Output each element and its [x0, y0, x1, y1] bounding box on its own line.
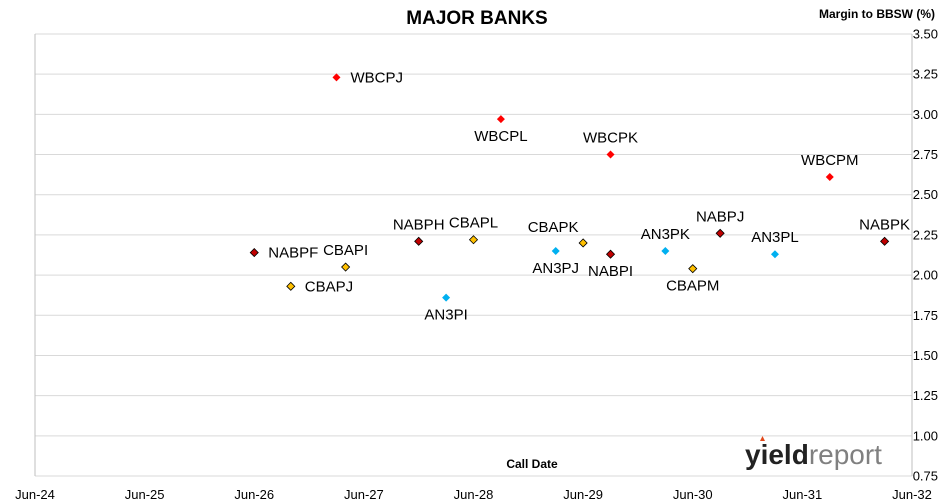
- x-tick-label: Jun-30: [673, 487, 713, 502]
- data-point-nabph: [414, 236, 424, 246]
- point-label: WBCPJ: [350, 69, 403, 86]
- x-axis-ticks: Jun-24 Jun-25 Jun-26 Jun-27 Jun-28 Jun-29 Jun-…: [15, 487, 932, 502]
- point-label: CBAPM: [666, 278, 719, 295]
- y-tick-label: 2.00: [913, 268, 938, 283]
- y-axis-label: Margin to BBSW (%): [819, 7, 935, 21]
- x-tick-label: Jun-26: [234, 487, 274, 502]
- logo-yield: yield: [745, 439, 809, 470]
- x-tick-label: Jun-32: [892, 487, 932, 502]
- data-point-cbapj: [286, 281, 296, 291]
- data-point-an3pl: [770, 250, 779, 259]
- y-tick-label: 3.50: [913, 27, 938, 42]
- point-label: NABPK: [859, 216, 910, 233]
- data-point-wbcpl: [496, 115, 505, 124]
- data-point-an3pj: [551, 246, 560, 255]
- x-tick-label: Jun-27: [344, 487, 384, 502]
- data-point-nabpj: [715, 228, 725, 238]
- point-label: WBCPM: [801, 152, 859, 169]
- data-point-nabpi: [605, 249, 616, 259]
- y-tick-label: 1.25: [913, 388, 938, 403]
- point-label: CBAPI: [323, 242, 368, 259]
- y-tick-label: 1.50: [913, 348, 938, 363]
- y-tick-label: 0.75: [913, 469, 938, 484]
- point-label: CBAPJ: [305, 278, 353, 295]
- point-label: AN3PK: [641, 226, 690, 243]
- point-label: NABPJ: [696, 208, 744, 225]
- x-tick-label: Jun-29: [563, 487, 603, 502]
- x-tick-label: Jun-25: [125, 487, 165, 502]
- data-point-cbapk: [578, 238, 588, 248]
- data-point-cbapl: [468, 235, 479, 245]
- data-point-an3pk: [661, 246, 670, 255]
- point-label: CBAPK: [528, 219, 579, 236]
- point-label: AN3PJ: [532, 260, 579, 277]
- x-tick-label: Jun-31: [783, 487, 823, 502]
- yieldreport-logo: yieldreport: [745, 436, 882, 470]
- data-point-nabpk: [880, 236, 890, 246]
- logo-accent-icon: [760, 436, 765, 441]
- data-point-cbapi: [341, 262, 351, 272]
- point-label: NABPH: [393, 216, 445, 233]
- y-tick-label: 1.00: [913, 428, 938, 443]
- data-point-wbcpk: [606, 150, 615, 159]
- chart-title: MAJOR BANKS: [406, 8, 547, 29]
- y-tick-label: 2.25: [913, 227, 938, 242]
- y-axis-ticks: 0.75 1.00 1.25 1.50 1.75 2.00 2.25 2.50 2.75 3.00…: [913, 27, 938, 484]
- logo-report: report: [809, 439, 882, 470]
- y-tick-label: 1.75: [913, 308, 938, 323]
- x-tick-label: Jun-24: [15, 487, 55, 502]
- y-tick-label: 3.25: [913, 67, 938, 82]
- x-tick-label: Jun-28: [454, 487, 494, 502]
- point-label: CBAPL: [449, 215, 498, 232]
- data-point-an3pi: [442, 293, 451, 302]
- data-point-cbapm: [688, 264, 698, 274]
- data-points: [249, 73, 890, 302]
- point-label: AN3PI: [424, 307, 467, 324]
- point-labels: WBCPJ WBCPL WBCPK WBCPM NABPF CBAPJ CBAPI NABPH…: [268, 69, 910, 323]
- point-label: AN3PL: [751, 229, 799, 246]
- data-point-wbcpj: [332, 73, 341, 82]
- y-tick-label: 2.50: [913, 187, 938, 202]
- logo-text: yieldreport: [745, 439, 882, 470]
- data-point-nabpf: [249, 248, 259, 258]
- y-tick-label: 3.00: [913, 107, 938, 122]
- y-tick-label: 2.75: [913, 147, 938, 162]
- point-label: WBCPL: [474, 128, 527, 145]
- data-point-wbcpm: [825, 173, 834, 182]
- point-label: NABPF: [268, 245, 318, 262]
- gridlines: [34, 33, 913, 477]
- point-label: WBCPK: [583, 130, 638, 147]
- point-label: NABPI: [588, 263, 633, 280]
- x-axis-label: Call Date: [506, 457, 558, 471]
